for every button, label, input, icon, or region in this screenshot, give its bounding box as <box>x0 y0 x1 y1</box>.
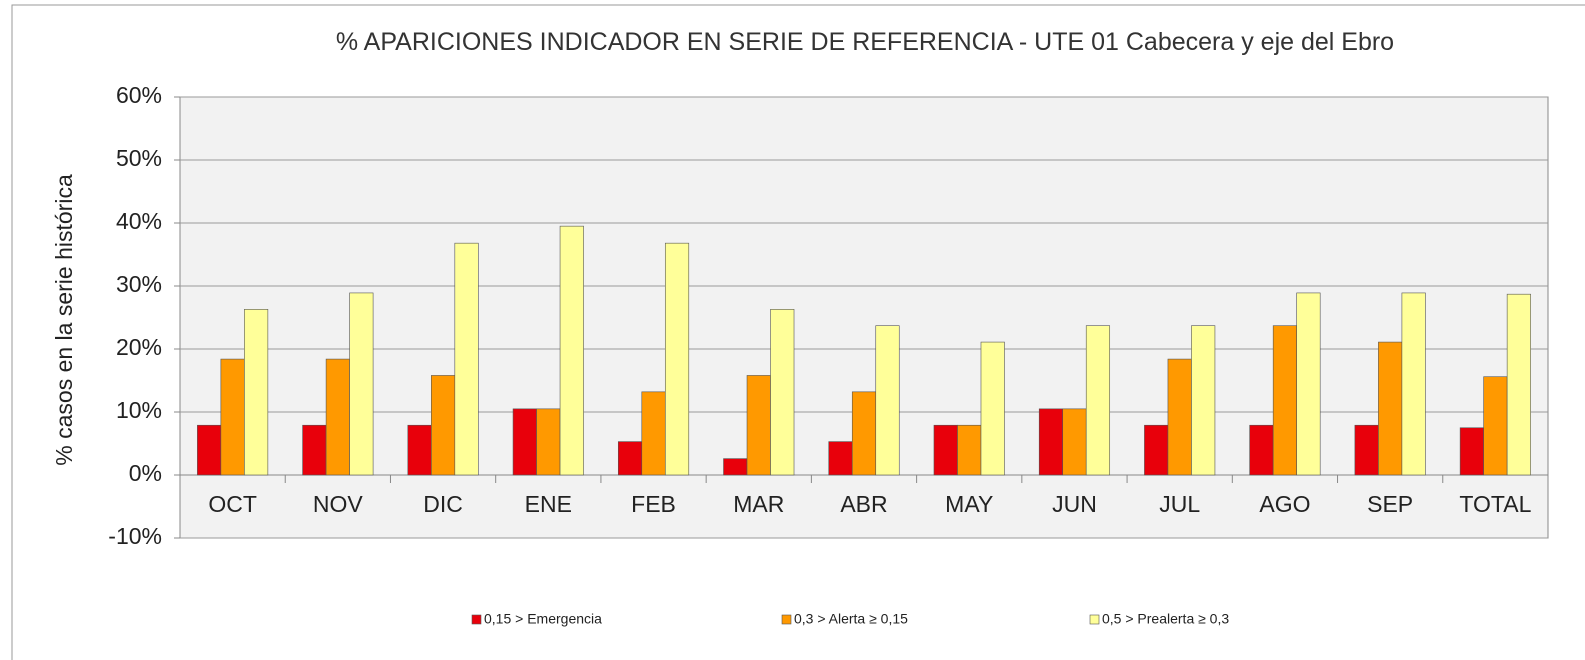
legend-label: 0,5 > Prealerta ≥ 0,3 <box>1102 611 1229 627</box>
bar <box>664 242 690 476</box>
bar <box>746 375 771 476</box>
bar <box>1062 408 1087 476</box>
legend-swatch <box>781 614 792 625</box>
bar <box>957 424 982 476</box>
x-tick-label: SEP <box>1367 491 1413 517</box>
legend-label: 0,15 > Emergencia <box>484 611 602 627</box>
x-tick-label: FEB <box>631 491 676 517</box>
y-tick-label: 10% <box>116 397 162 423</box>
legend-swatch <box>1089 614 1100 625</box>
y-tick-label: 20% <box>116 334 162 360</box>
bar <box>325 358 350 476</box>
x-tick-label: NOV <box>313 491 364 517</box>
x-tick-label: ABR <box>840 491 887 517</box>
bar <box>875 325 900 476</box>
bar <box>1378 341 1403 476</box>
bar <box>512 408 537 476</box>
bar <box>828 441 853 476</box>
bar <box>1354 424 1379 476</box>
y-tick-label: 0% <box>129 460 162 486</box>
bar <box>244 309 269 476</box>
bar <box>723 458 748 476</box>
bar <box>431 375 456 476</box>
bar <box>1272 325 1297 476</box>
y-tick-label: 40% <box>116 208 162 234</box>
bar <box>536 408 561 476</box>
legend-label: 0,3 > Alerta ≥ 0,15 <box>794 611 908 627</box>
x-tick-label: JUN <box>1052 491 1097 517</box>
bar <box>302 424 327 476</box>
x-tick-label: ENE <box>525 491 572 517</box>
y-tick-label: 50% <box>116 145 162 171</box>
x-tick-label: MAR <box>733 491 784 517</box>
bar <box>1459 427 1484 476</box>
chart-title: % APARICIONES INDICADOR EN SERIE DE REFE… <box>335 28 1395 56</box>
bar <box>1191 325 1216 476</box>
bar <box>1506 293 1531 476</box>
x-tick-label: MAY <box>945 491 993 517</box>
bar <box>559 225 584 476</box>
bar <box>197 424 222 476</box>
bar <box>933 424 958 476</box>
bar <box>1296 292 1321 476</box>
bar <box>641 391 666 476</box>
y-tick-label: 30% <box>116 271 162 297</box>
bar <box>617 441 643 476</box>
y-tick-label: 60% <box>116 82 162 108</box>
x-tick-label: JUL <box>1159 491 1200 517</box>
bar <box>349 292 374 476</box>
legend-swatch <box>471 614 482 625</box>
x-tick-label: OCT <box>208 491 257 517</box>
y-tick-label: -10% <box>108 523 162 549</box>
x-tick-label: TOTAL <box>1459 491 1531 517</box>
bar <box>980 341 1005 476</box>
x-tick-label: DIC <box>423 491 463 517</box>
bar <box>1483 376 1508 476</box>
bar <box>220 358 245 476</box>
bar <box>1401 292 1426 476</box>
bar <box>851 391 877 476</box>
bar <box>1167 358 1192 476</box>
bar <box>1249 424 1274 476</box>
bar <box>454 242 479 476</box>
bar <box>407 424 432 476</box>
x-tick-label: AGO <box>1259 491 1310 517</box>
bar <box>770 309 795 476</box>
y-axis-label: % casos en la serie histórica <box>51 174 77 466</box>
bar <box>1144 424 1169 476</box>
bar <box>1085 325 1111 476</box>
bar <box>1038 408 1064 476</box>
